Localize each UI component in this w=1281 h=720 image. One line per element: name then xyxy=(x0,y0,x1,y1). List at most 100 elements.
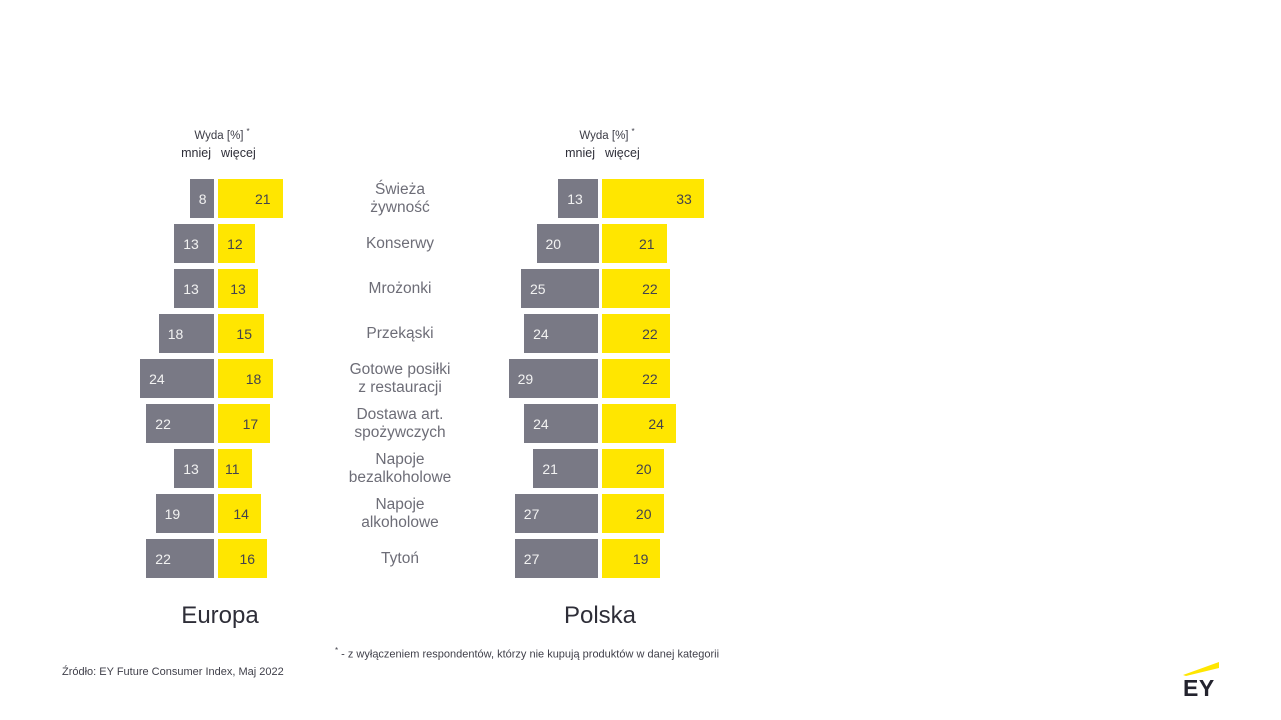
bar-wiecej: 13 xyxy=(217,269,258,308)
bar-value: 27 xyxy=(523,550,540,567)
bar-value: 16 xyxy=(239,550,256,567)
category-label: Przekąski xyxy=(366,324,434,342)
category-label: Konserwy xyxy=(365,234,435,252)
bar-value: 22 xyxy=(155,415,171,432)
bar-value: 13 xyxy=(183,460,199,477)
bar-value: 24 xyxy=(149,370,165,387)
bar-wiecej: 19 xyxy=(601,539,661,578)
bar-value: 25 xyxy=(530,280,546,297)
bar-wiecej: 24 xyxy=(601,404,676,443)
bar-mniej: 29 xyxy=(508,359,599,398)
bar-wiecej: 22 xyxy=(601,359,670,398)
bar-wiecej: 11 xyxy=(217,449,252,488)
bar-value: 19 xyxy=(164,505,181,522)
bar-value: 20 xyxy=(635,460,652,477)
bar-value: 13 xyxy=(183,235,199,252)
bar-mniej: 24 xyxy=(524,314,599,353)
category-label: Mrożonki xyxy=(368,279,432,297)
bar-wiecej: 12 xyxy=(217,224,255,263)
bar-value: 13 xyxy=(230,280,246,297)
axis-label-mniej-polska: mniej xyxy=(565,146,595,160)
bar-mniej: 22 xyxy=(146,404,215,443)
bar-value: 8 xyxy=(198,190,207,207)
axis-title-marker: * xyxy=(631,127,635,136)
bar-value: 29 xyxy=(517,370,534,387)
bar-value: 22 xyxy=(642,325,658,342)
bar-mniej: 8 xyxy=(189,179,215,218)
source-note: Źródło: EY Future Consumer Index, Maj 20… xyxy=(62,666,284,678)
axis-label-wiecej-polska: więcej xyxy=(605,146,640,160)
group-title-europa: Europa xyxy=(181,602,259,629)
footnote-text: - z wyłączeniem respondentów, którzy nie… xyxy=(341,648,720,661)
ey-logo: EY xyxy=(1183,662,1219,701)
bar-wiecej: 15 xyxy=(217,314,264,353)
bar-mniej: 18 xyxy=(158,314,215,353)
footnote-marker: * xyxy=(334,646,339,655)
bar-wiecej: 22 xyxy=(601,314,670,353)
bar-mniej: 21 xyxy=(533,449,599,488)
bar-value: 21 xyxy=(542,460,558,477)
bar-value: 27 xyxy=(523,505,540,522)
bar-value: 14 xyxy=(233,505,249,522)
bar-value: 20 xyxy=(545,235,562,252)
bar-value: 24 xyxy=(533,415,549,432)
category-label: Dostawa art. spożywczych xyxy=(354,406,446,441)
bar-mniej: 22 xyxy=(146,539,215,578)
bar-value: 21 xyxy=(255,190,271,207)
bar-value: 24 xyxy=(648,415,664,432)
ey-beam-icon xyxy=(1183,662,1219,676)
bar-mniej: 13 xyxy=(558,179,599,218)
bar-wiecej: 18 xyxy=(217,359,274,398)
bar-value: 22 xyxy=(155,550,171,567)
bar-wiecej: 21 xyxy=(217,179,283,218)
bar-wiecej: 21 xyxy=(601,224,667,263)
axis-title-europa: Wyda [%] * xyxy=(194,127,249,142)
group-title-polska: Polska xyxy=(563,602,637,629)
category-label: Tytoń xyxy=(381,549,419,567)
bar-mniej: 20 xyxy=(536,224,599,263)
bar-value: 18 xyxy=(245,370,262,387)
axis-title-label: Wyda [%] xyxy=(194,129,244,142)
category-label: Gotowe posiłki z restauracji xyxy=(349,361,451,396)
bar-mniej: 13 xyxy=(174,269,215,308)
axis-label-wiecej-europa: więcej xyxy=(221,146,256,160)
bar-value: 21 xyxy=(639,235,655,252)
bar-value: 33 xyxy=(676,190,692,207)
bar-value: 22 xyxy=(642,280,658,297)
axis-title-marker: * xyxy=(246,127,250,136)
bar-wiecej: 14 xyxy=(217,494,261,533)
category-label: Napoje alkoholowe xyxy=(361,496,439,531)
bar-value: 17 xyxy=(242,415,259,432)
bar-value: 13 xyxy=(567,190,583,207)
bar-mniej: 24 xyxy=(524,404,599,443)
bar-mniej: 13 xyxy=(174,449,215,488)
bar-value: 13 xyxy=(183,280,199,297)
bar-mniej: 13 xyxy=(174,224,215,263)
bar-value: 19 xyxy=(632,550,649,567)
axis-title-polska: Wyda [%] * xyxy=(579,127,634,142)
bar-mniej: 19 xyxy=(155,494,215,533)
bar-wiecej: 20 xyxy=(601,449,664,488)
bar-value: 11 xyxy=(225,460,240,477)
bar-wiecej: 17 xyxy=(217,404,271,443)
bar-wiecej: 16 xyxy=(217,539,268,578)
bar-value: 22 xyxy=(642,370,658,387)
axis-label-mniej-europa: mniej xyxy=(181,146,211,160)
bar-mniej: 27 xyxy=(514,539,599,578)
bar-wiecej: 22 xyxy=(601,269,670,308)
category-label: Napoje bezalkoholowe xyxy=(348,451,452,486)
bar-mniej: 24 xyxy=(140,359,215,398)
axis-title-label: Wyda [%] xyxy=(579,129,629,142)
bar-value: 15 xyxy=(236,325,252,342)
bar-value: 12 xyxy=(227,235,243,252)
category-label: Świeża żywność xyxy=(370,181,430,216)
bar-mniej: 25 xyxy=(521,269,599,308)
bar-wiecej: 33 xyxy=(601,179,704,218)
footnote: * - z wyłączeniem respondentów, którzy n… xyxy=(335,646,719,661)
ey-logo-text: EY xyxy=(1183,675,1215,701)
bar-value: 20 xyxy=(635,505,652,522)
bar-mniej: 27 xyxy=(514,494,599,533)
bar-value: 24 xyxy=(533,325,549,342)
bar-value: 18 xyxy=(167,325,184,342)
